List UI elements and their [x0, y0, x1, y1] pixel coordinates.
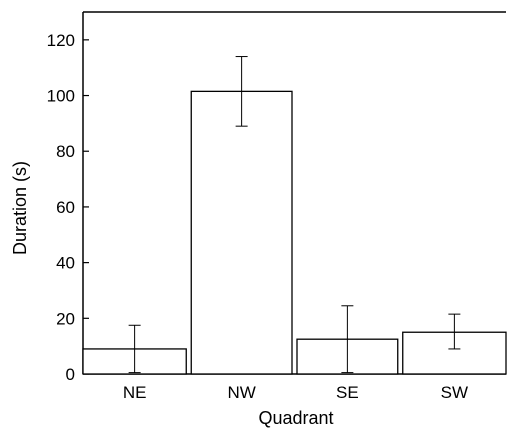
y-tick-label-80: 80	[56, 142, 75, 161]
y-tick-label-100: 100	[47, 87, 75, 106]
x-tick-label-ne: NE	[123, 383, 147, 402]
x-axis-label: Quadrant	[258, 408, 333, 428]
y-tick-label-120: 120	[47, 31, 75, 50]
x-tick-label-nw: NW	[227, 383, 255, 402]
y-tick-label-0: 0	[66, 365, 75, 384]
plot-area: 0 20 40 60 80 100 120 NE NW SE SW	[47, 11, 507, 402]
y-tick-label-60: 60	[56, 198, 75, 217]
y-tick-label-40: 40	[56, 254, 75, 273]
y-tick-label-20: 20	[56, 309, 75, 328]
x-tick-label-se: SE	[336, 383, 359, 402]
bar-nw	[190, 90, 293, 375]
y-axis-label: Duration (s)	[10, 161, 30, 255]
x-tick-label-sw: SW	[441, 383, 468, 402]
